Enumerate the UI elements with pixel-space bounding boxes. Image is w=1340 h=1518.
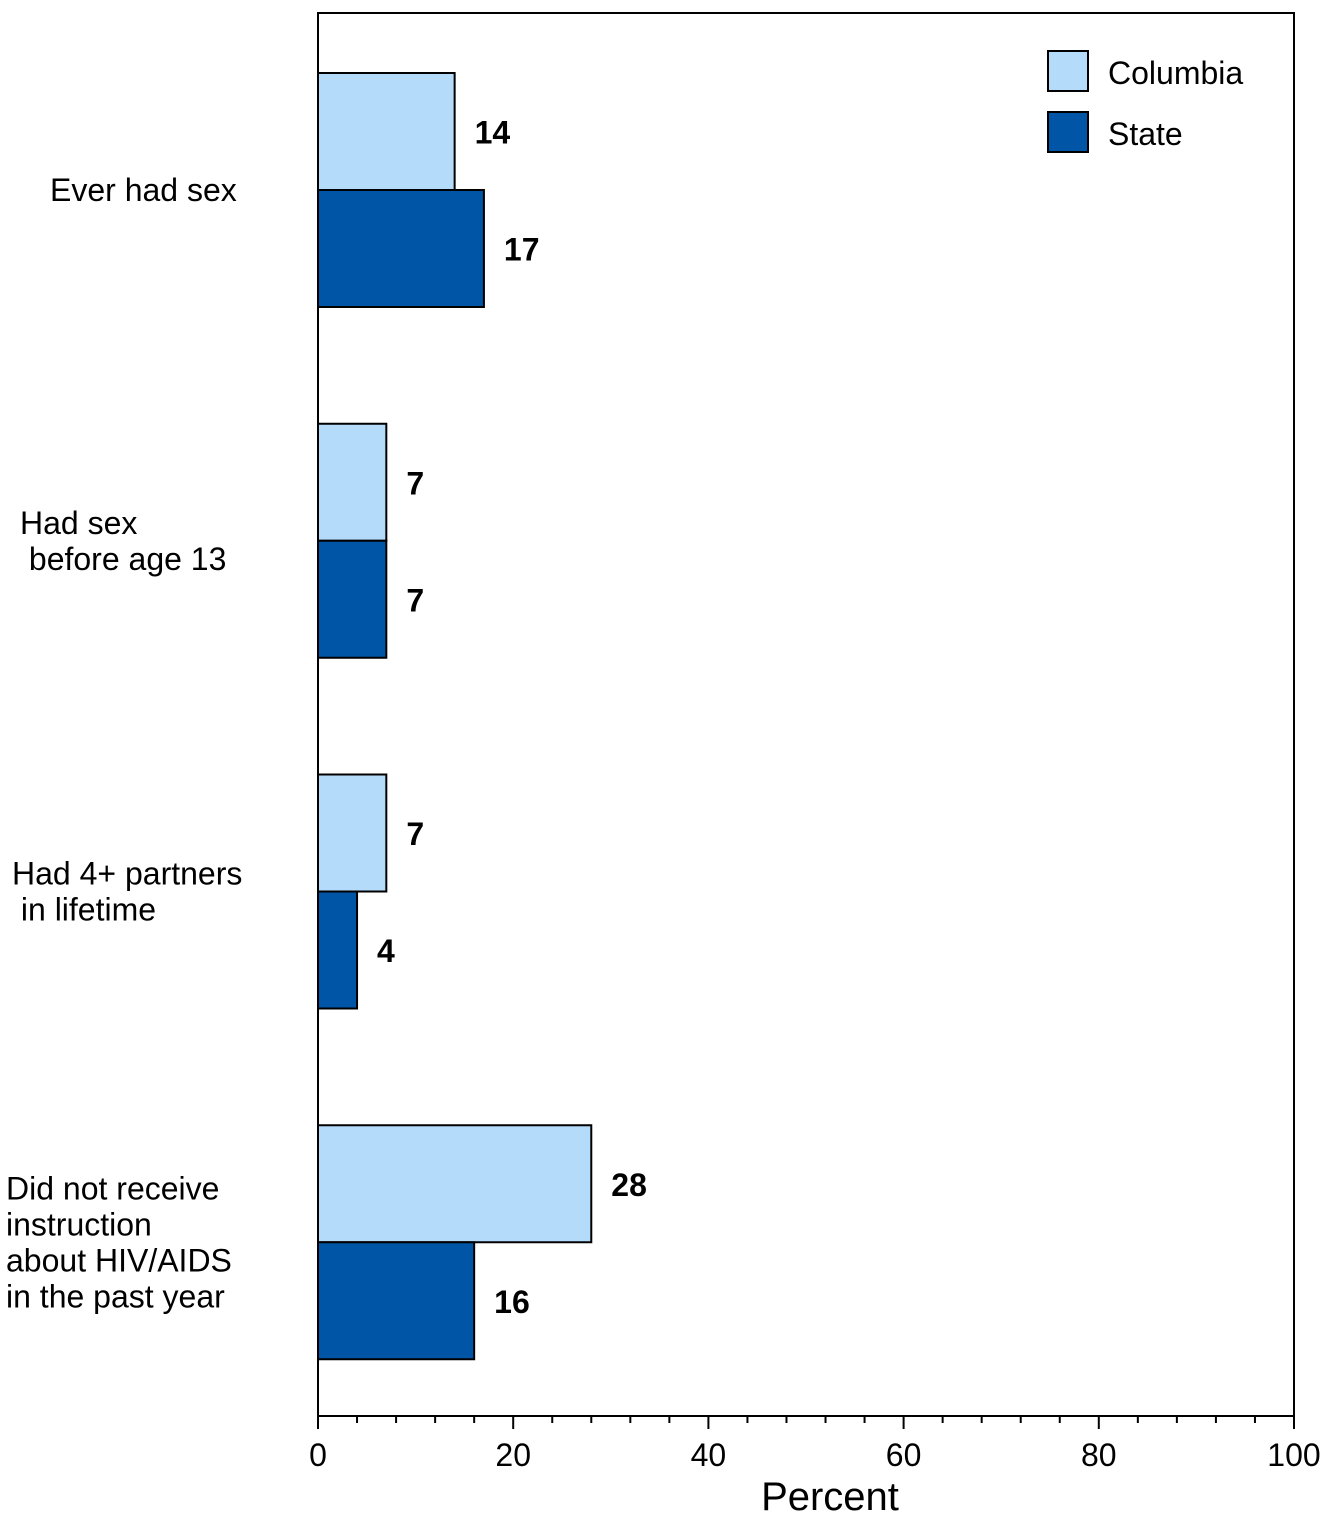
- plot-frame: [317, 12, 1295, 1417]
- category-label-0: Ever had sex: [50, 172, 237, 208]
- bar-state-2: [317, 890, 359, 1010]
- data-label-columbia-1: 7: [406, 465, 424, 501]
- value-labels-group: 14 17 7 7 7 4 28 16: [377, 115, 647, 1320]
- bars-group: [317, 72, 593, 1361]
- data-label-state-0: 17: [504, 232, 540, 268]
- legend: Columbia State: [1047, 50, 1243, 153]
- x-axis-title: Percent: [761, 1475, 899, 1518]
- legend-label-state: State: [1108, 116, 1183, 152]
- bar-columbia-2: [317, 773, 388, 893]
- data-label-columbia-2: 7: [406, 816, 424, 852]
- x-tick-label-80: 80: [1081, 1437, 1117, 1473]
- x-tick-label-0: 0: [309, 1437, 327, 1473]
- data-label-state-2: 4: [377, 933, 395, 969]
- x-tick-label-60: 60: [886, 1437, 922, 1473]
- category-labels-group: Ever had sex Had sex before age 13 Had 4+ …: [6, 172, 242, 1314]
- x-tick-label-40: 40: [691, 1437, 727, 1473]
- bar-state-0: [317, 189, 485, 308]
- x-tick-label-100: 100: [1267, 1437, 1320, 1473]
- legend-label-columbia: Columbia: [1108, 55, 1243, 91]
- legend-swatch-columbia: [1047, 50, 1089, 92]
- legend-swatch-state: [1047, 111, 1089, 153]
- x-axis: 0 20 40 60 80 100: [309, 1416, 1321, 1473]
- bar-columbia-0: [317, 72, 456, 191]
- category-label-3: Did not receive instruction about HIV/AIDS…: [6, 1170, 232, 1314]
- category-label-2: Had 4+ partners in lifetime: [12, 856, 242, 928]
- data-label-columbia-0: 14: [475, 115, 511, 151]
- plot-border: [317, 12, 1295, 1417]
- data-label-state-1: 7: [406, 582, 424, 618]
- bar-state-3: [317, 1241, 476, 1361]
- data-label-columbia-3: 28: [611, 1167, 647, 1203]
- bar-columbia-3: [317, 1124, 593, 1244]
- category-label-1: Had sex before age 13: [20, 505, 226, 577]
- data-label-state-3: 16: [494, 1284, 530, 1320]
- bar-columbia-1: [317, 422, 388, 542]
- x-tick-label-20: 20: [495, 1437, 531, 1473]
- bar-state-1: [317, 539, 388, 659]
